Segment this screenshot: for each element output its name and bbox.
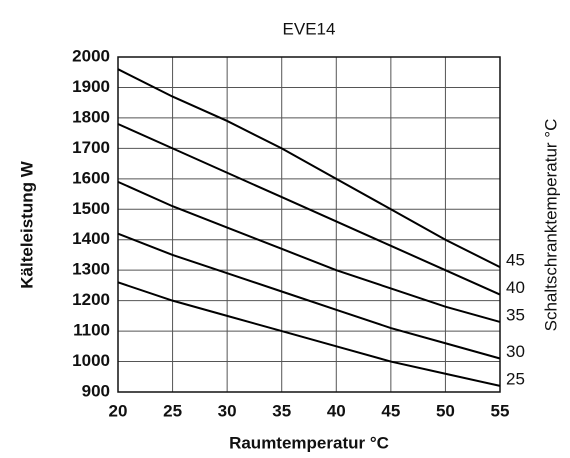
x-axis-label: Raumtemperatur °C xyxy=(229,433,389,452)
y-tick-label: 1800 xyxy=(72,107,110,126)
y-tick-label: 1300 xyxy=(72,260,110,279)
x-tick-label: 25 xyxy=(163,401,182,420)
x-tick-label: 45 xyxy=(381,401,400,420)
y-axis-label: Kälteleistung W xyxy=(17,160,36,288)
y-tick-label: 1700 xyxy=(72,138,110,157)
series-line xyxy=(117,281,501,387)
series-label: 45 xyxy=(506,251,525,270)
x-tick-label: 35 xyxy=(272,401,291,420)
y-tick-label: 900 xyxy=(82,381,110,400)
x-tick-label: 20 xyxy=(109,401,128,420)
y-tick-label: 1600 xyxy=(72,168,110,187)
x-tick-label: 55 xyxy=(491,401,510,420)
y2-axis-label: Schaltschranktemperatur °C xyxy=(541,119,560,332)
series-line xyxy=(117,123,501,296)
y-tick-label: 1100 xyxy=(73,321,110,340)
x-tick-label: 50 xyxy=(436,401,455,420)
series-label: 35 xyxy=(506,305,525,324)
series-line xyxy=(117,68,501,269)
x-tick-label: 40 xyxy=(327,401,346,420)
y-tick-label: 1200 xyxy=(72,290,110,309)
plot-frame xyxy=(117,56,501,393)
series-label: 30 xyxy=(506,342,525,361)
y-tick-label: 1000 xyxy=(72,351,110,370)
chart-title: EVE14 xyxy=(283,19,336,38)
x-tick-label: 30 xyxy=(218,401,237,420)
y-tick-label: 2000 xyxy=(72,46,110,65)
series-line xyxy=(117,180,501,323)
y-tick-label: 1500 xyxy=(72,199,110,218)
y-tick-label: 1400 xyxy=(72,229,110,248)
series-label: 40 xyxy=(506,278,525,297)
series-label: 25 xyxy=(506,369,525,388)
y-tick-label: 1900 xyxy=(72,77,110,96)
series-line xyxy=(117,232,501,360)
